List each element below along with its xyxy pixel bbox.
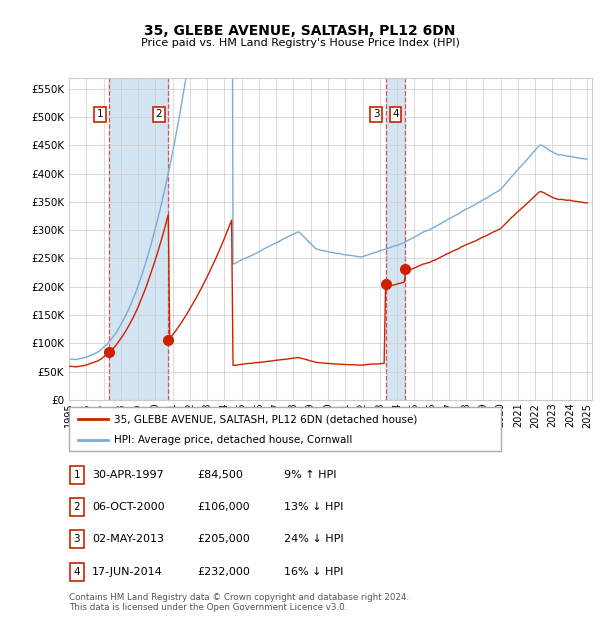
FancyBboxPatch shape [70,466,84,484]
Text: Price paid vs. HM Land Registry's House Price Index (HPI): Price paid vs. HM Land Registry's House … [140,38,460,48]
FancyBboxPatch shape [69,407,501,451]
FancyBboxPatch shape [70,498,84,516]
Text: 06-OCT-2000: 06-OCT-2000 [92,502,164,512]
Bar [109,78,169,400]
Text: 17-JUN-2014: 17-JUN-2014 [92,567,163,577]
Text: 1: 1 [73,470,80,480]
Bar [386,78,405,400]
Text: 24% ↓ HPI: 24% ↓ HPI [284,534,343,544]
Text: 2: 2 [155,109,162,119]
Text: 4: 4 [392,109,399,119]
Text: 3: 3 [373,109,379,119]
Text: 13% ↓ HPI: 13% ↓ HPI [284,502,343,512]
Text: £84,500: £84,500 [197,470,242,480]
Text: Contains HM Land Registry data © Crown copyright and database right 2024.
This d: Contains HM Land Registry data © Crown c… [69,593,409,612]
Text: £205,000: £205,000 [197,534,250,544]
Text: 1: 1 [97,109,103,119]
Text: 2: 2 [73,502,80,512]
Text: £106,000: £106,000 [197,502,250,512]
Text: 30-APR-1997: 30-APR-1997 [92,470,164,480]
Text: 35, GLEBE AVENUE, SALTASH, PL12 6DN (detached house): 35, GLEBE AVENUE, SALTASH, PL12 6DN (det… [115,414,418,424]
Text: 4: 4 [73,567,80,577]
Text: 02-MAY-2013: 02-MAY-2013 [92,534,164,544]
Text: HPI: Average price, detached house, Cornwall: HPI: Average price, detached house, Corn… [115,435,353,445]
FancyBboxPatch shape [70,563,84,580]
Text: £232,000: £232,000 [197,567,250,577]
Text: 16% ↓ HPI: 16% ↓ HPI [284,567,343,577]
Text: 35, GLEBE AVENUE, SALTASH, PL12 6DN: 35, GLEBE AVENUE, SALTASH, PL12 6DN [145,24,455,38]
Text: 3: 3 [73,534,80,544]
Text: 9% ↑ HPI: 9% ↑ HPI [284,470,337,480]
FancyBboxPatch shape [70,531,84,548]
